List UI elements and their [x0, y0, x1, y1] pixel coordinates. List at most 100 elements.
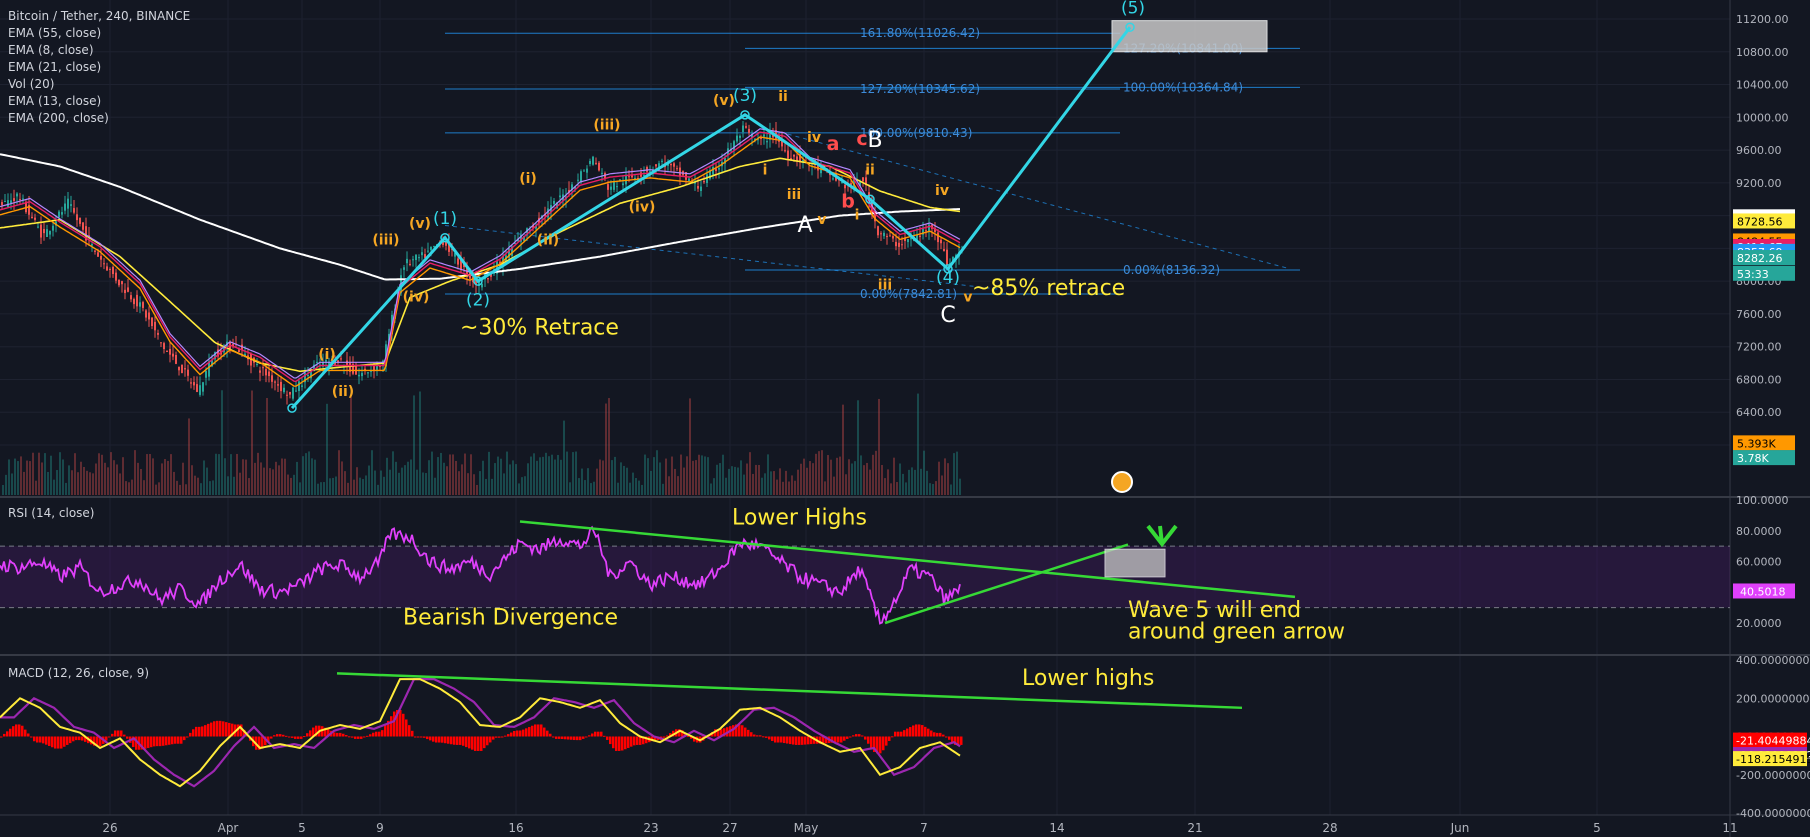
macd-histogram-bar — [897, 731, 900, 737]
macd-histogram-bar — [789, 736, 792, 745]
candle-body — [574, 186, 576, 189]
volume-bar — [425, 473, 427, 495]
volume-bar — [167, 460, 169, 495]
macd-histogram-bar — [564, 736, 567, 740]
rsi-title[interactable]: RSI (14, close) — [8, 506, 95, 520]
volume-bar — [866, 462, 868, 495]
macd-histogram-bar — [591, 733, 594, 737]
candle-body — [637, 177, 639, 179]
volume-bar — [80, 461, 82, 495]
candle-body — [457, 258, 459, 265]
wave-label-cyan: (3) — [733, 86, 757, 106]
wave-label-orange: ii — [865, 163, 875, 179]
candle-body — [718, 167, 720, 170]
candle-body — [160, 342, 162, 344]
volume-bar — [326, 403, 328, 495]
candle-body — [28, 204, 30, 215]
volume-bar — [635, 477, 637, 495]
date-tick-label: 7 — [920, 821, 928, 835]
legend-ema55[interactable]: EMA (55, close) — [8, 26, 102, 40]
macd-histogram-bar — [558, 736, 561, 739]
macd-histogram-bar — [549, 733, 552, 737]
volume-bar — [371, 450, 373, 495]
volume-bar — [290, 477, 292, 495]
legend-ema21[interactable]: EMA (21, close) — [8, 60, 102, 74]
macd-histogram-bar — [774, 736, 777, 743]
volume-bar — [755, 464, 757, 495]
wave-label-white: C — [940, 303, 955, 328]
macd-histogram-bar — [843, 736, 846, 741]
candle-body — [877, 226, 879, 236]
legend-ema200[interactable]: EMA (200, close) — [8, 111, 109, 125]
macd-histogram-bar — [612, 736, 615, 749]
legend-ema8[interactable]: EMA (8, close) — [8, 43, 94, 57]
green-arrow-icon — [1146, 524, 1178, 548]
volume-bar — [335, 476, 337, 495]
volume-bar — [215, 453, 217, 495]
wave-node — [943, 264, 953, 274]
candle-body — [670, 163, 672, 166]
candle-body — [679, 167, 681, 177]
macd-histogram-bar — [921, 725, 924, 737]
macd-histogram-bar — [513, 730, 516, 737]
macd-histogram-bar — [540, 724, 543, 737]
candle-body — [328, 361, 330, 367]
volume-bar — [887, 469, 889, 495]
macd-histogram-bar — [258, 736, 261, 750]
volume-bar — [14, 458, 16, 495]
volume-bar — [740, 460, 742, 495]
macd-histogram-bar — [153, 736, 156, 747]
volume-bar — [194, 475, 196, 495]
volume-bar — [935, 481, 937, 495]
candle-body — [376, 365, 378, 370]
wave-label-orange: (v) — [713, 93, 735, 109]
volume-bar — [590, 483, 592, 495]
candle-body — [64, 203, 66, 211]
volume-bar — [524, 476, 526, 495]
price-tick-label: 10400.00 — [1736, 79, 1789, 92]
macd-histogram-bar — [228, 722, 231, 737]
volume-bar — [836, 457, 838, 495]
volume-bar — [182, 462, 184, 495]
price-tag — [1733, 450, 1795, 466]
volume-bar — [230, 454, 232, 495]
volume-bar — [731, 466, 733, 495]
candle-body — [283, 387, 285, 393]
macd-histogram-bar — [198, 726, 201, 737]
date-tick-label: Jun — [1450, 821, 1470, 835]
candle-body — [121, 281, 123, 285]
legend-vol[interactable]: Vol (20) — [8, 77, 55, 91]
macd-histogram-bar — [576, 736, 579, 741]
volume-bar — [944, 458, 946, 495]
volume-bar — [902, 473, 904, 495]
macd-histogram-bar — [201, 726, 204, 737]
candle-body — [133, 298, 135, 305]
volume-bar — [512, 460, 514, 495]
candle-body — [109, 268, 111, 270]
candle-body — [697, 185, 699, 189]
date-tick-label: 27 — [722, 821, 737, 835]
macd-histogram-bar — [831, 736, 834, 743]
candle-body — [307, 374, 309, 376]
candle-body — [82, 222, 84, 230]
volume-bar — [929, 483, 931, 495]
legend-ema13[interactable]: EMA (13, close) — [8, 94, 102, 108]
candle-body — [49, 230, 51, 235]
wave-node — [287, 403, 297, 413]
candle-body — [406, 258, 408, 264]
wave-label-orange: (iii) — [372, 232, 399, 248]
candle-body — [304, 373, 306, 383]
volume-bar — [908, 469, 910, 495]
macd-title[interactable]: MACD (12, 26, close, 9) — [8, 666, 150, 680]
volume-bar — [395, 461, 397, 495]
candle-body — [190, 382, 192, 384]
volume-bar — [122, 457, 124, 495]
candle-body — [934, 228, 936, 232]
candle-body — [199, 385, 201, 395]
rsi-trendline — [519, 520, 1296, 599]
macd-histogram-bar — [957, 736, 960, 745]
volume-bar — [707, 457, 709, 495]
volume-bar — [23, 471, 25, 495]
wave-node — [440, 232, 450, 243]
